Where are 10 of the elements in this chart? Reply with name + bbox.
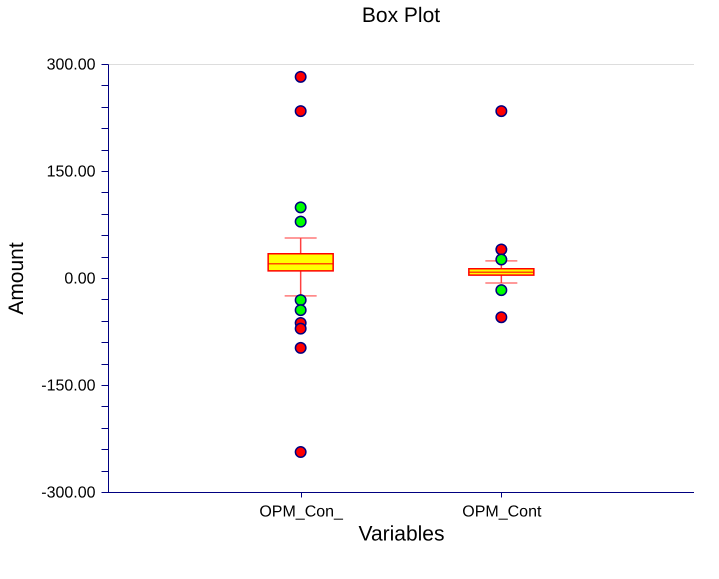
x-axis-title: Variables xyxy=(358,522,444,546)
y-tick-label: 0.00 xyxy=(64,270,96,288)
y-tick-label: 300.00 xyxy=(46,56,96,74)
y-tick-label: 150.00 xyxy=(46,164,96,180)
x-tick-label: OPM_Con_ xyxy=(259,504,344,520)
chart-title: Box Plot xyxy=(362,4,440,27)
x-tick-label: OPM_Cont xyxy=(462,504,542,520)
y-tick-label: -300.00 xyxy=(41,484,96,502)
y-tick-label: -150.00 xyxy=(41,378,96,394)
y-axis-title: Amount xyxy=(5,242,28,315)
